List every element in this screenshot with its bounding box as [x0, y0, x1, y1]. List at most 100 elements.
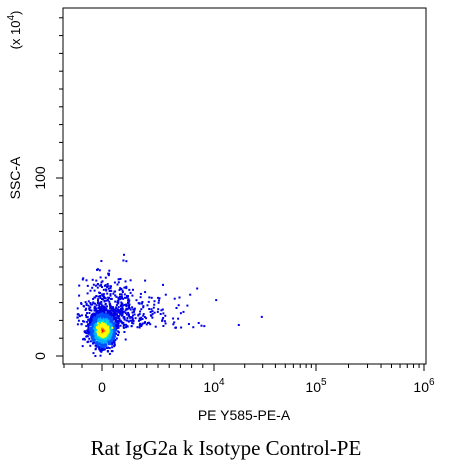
data-point — [126, 294, 128, 297]
data-point — [177, 304, 180, 307]
data-point — [104, 321, 107, 323]
data-point — [92, 314, 95, 317]
data-point — [162, 317, 165, 319]
data-point — [97, 295, 100, 298]
data-point — [100, 309, 103, 312]
data-point — [178, 296, 181, 299]
data-point-core — [104, 324, 107, 327]
data-point-core — [98, 331, 101, 334]
data-point — [108, 331, 111, 334]
data-point — [113, 337, 115, 340]
data-point-core — [102, 336, 105, 339]
data-point — [115, 304, 118, 307]
data-point — [92, 338, 95, 341]
data-point — [98, 343, 101, 346]
data-point — [128, 304, 130, 307]
data-point — [99, 354, 102, 357]
data-point — [177, 317, 180, 320]
data-point — [110, 316, 113, 319]
data-point — [76, 316, 79, 319]
data-point — [106, 311, 109, 314]
data-point — [109, 297, 112, 300]
data-point — [98, 321, 101, 323]
data-point — [112, 326, 115, 329]
data-point — [108, 334, 111, 337]
data-point — [121, 314, 124, 317]
data-point — [97, 307, 100, 310]
data-point — [100, 341, 103, 344]
data-point — [114, 308, 116, 311]
data-point — [119, 311, 122, 314]
data-point — [105, 299, 108, 302]
data-point — [103, 315, 106, 318]
data-point — [98, 316, 100, 318]
data-point-core — [107, 327, 110, 330]
data-point — [133, 307, 136, 310]
data-point — [101, 316, 103, 319]
data-point — [124, 280, 127, 283]
data-point — [85, 307, 88, 310]
data-point — [108, 343, 110, 346]
data-point — [148, 296, 151, 299]
data-point — [113, 317, 116, 320]
data-point — [90, 330, 93, 333]
data-point — [123, 323, 125, 326]
data-point — [160, 309, 163, 312]
data-point — [151, 310, 154, 313]
data-point — [108, 327, 111, 330]
data-point — [95, 331, 98, 333]
data-point — [90, 309, 93, 312]
data-point-core — [99, 331, 102, 334]
data-point — [140, 325, 143, 327]
data-point — [93, 327, 96, 330]
data-point-core — [102, 331, 105, 334]
data-point — [97, 298, 100, 301]
data-point — [174, 326, 177, 329]
data-point — [132, 314, 134, 317]
data-point — [102, 315, 105, 318]
data-point-core — [103, 323, 106, 326]
data-point — [132, 288, 134, 291]
data-point — [95, 320, 98, 323]
data-point — [111, 346, 114, 349]
data-point — [142, 305, 145, 308]
data-point — [87, 326, 90, 329]
data-point — [120, 295, 123, 298]
data-point — [110, 313, 113, 316]
data-point — [85, 302, 88, 305]
data-point — [124, 312, 127, 315]
data-point — [96, 302, 99, 304]
data-point — [151, 313, 154, 316]
data-point — [117, 321, 120, 324]
data-point — [99, 308, 102, 311]
data-point — [110, 312, 113, 315]
data-point — [182, 310, 185, 313]
data-point — [109, 310, 112, 313]
data-point — [108, 302, 111, 305]
data-point — [102, 295, 105, 297]
data-point — [100, 314, 103, 317]
data-point — [106, 315, 108, 318]
data-point — [107, 321, 110, 324]
chart-title: Rat IgG2a k Isotype Control-PE — [91, 436, 362, 460]
data-point — [119, 319, 122, 322]
data-point — [82, 305, 85, 308]
data-point — [90, 336, 93, 339]
data-point — [101, 345, 103, 348]
data-point — [108, 322, 111, 325]
data-point — [98, 339, 101, 341]
data-point-core — [101, 323, 104, 326]
data-point — [111, 309, 114, 312]
data-point — [158, 299, 160, 302]
data-point — [187, 323, 190, 325]
data-point — [173, 297, 176, 300]
data-point — [91, 313, 94, 316]
data-point — [106, 283, 109, 286]
data-point — [129, 279, 132, 282]
data-point — [133, 309, 136, 312]
data-point — [93, 314, 96, 317]
data-point — [113, 329, 116, 332]
data-point — [108, 352, 111, 355]
data-point — [106, 335, 109, 338]
data-point — [98, 304, 101, 307]
